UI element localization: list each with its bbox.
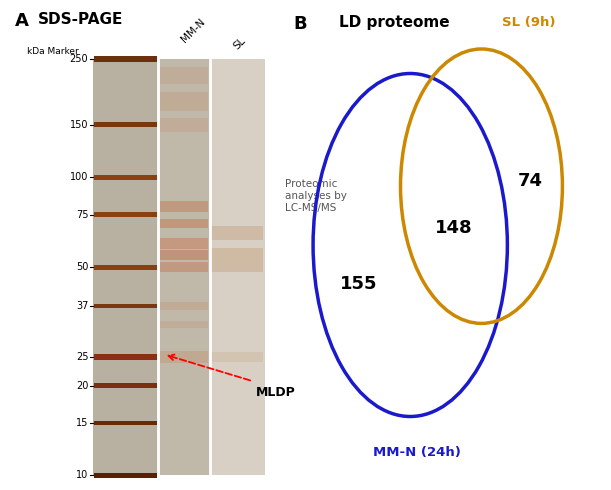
Bar [94,354,156,360]
Bar [159,201,208,212]
Text: SL (9h): SL (9h) [502,16,556,29]
Bar [94,122,156,127]
Text: 20: 20 [76,381,89,391]
Text: kDa Marker: kDa Marker [27,48,78,56]
Text: A: A [15,12,29,30]
Bar [159,92,208,111]
Bar [94,421,156,425]
Text: SDS-PAGE: SDS-PAGE [38,12,123,27]
Text: MLDP: MLDP [256,386,296,399]
Text: B: B [294,15,307,33]
Bar [94,212,156,217]
Bar [159,67,208,84]
Text: Proteomic
analyses by
LC-MS/MS: Proteomic analyses by LC-MS/MS [285,179,347,213]
Text: 100: 100 [70,172,89,182]
Bar [94,473,156,478]
Bar [94,175,156,180]
Bar [211,262,263,272]
Text: MM-N: MM-N [180,16,208,44]
Bar [159,219,208,228]
Bar [159,302,208,311]
Bar [94,56,156,62]
Bar [93,59,265,475]
Bar [159,351,208,363]
Bar [210,59,265,475]
Bar [159,321,208,328]
Text: 148: 148 [435,219,473,237]
Text: LD proteome: LD proteome [339,15,450,30]
Bar [211,248,263,262]
Bar [159,118,208,132]
Bar [159,262,208,272]
Text: 15: 15 [76,418,89,428]
Bar [211,352,263,362]
Text: 75: 75 [76,210,89,220]
Bar [94,304,156,309]
Text: 50: 50 [76,262,89,272]
Text: 150: 150 [70,120,89,130]
Bar [211,226,263,241]
Text: 250: 250 [70,54,89,64]
Text: 155: 155 [340,275,377,293]
Text: SL: SL [232,36,247,51]
Bar [158,59,210,475]
Bar [94,265,156,270]
Text: 10: 10 [76,470,89,480]
Text: 74: 74 [518,172,543,190]
Bar [94,383,156,388]
Text: 25: 25 [76,352,89,362]
Text: MM-N (24h): MM-N (24h) [373,446,461,459]
Bar [159,250,208,260]
Text: 37: 37 [76,301,89,311]
Bar [159,238,208,249]
Bar [93,59,158,475]
